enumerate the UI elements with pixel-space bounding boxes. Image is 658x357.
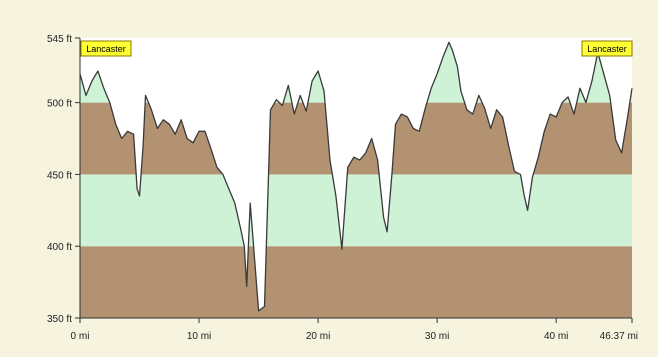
x-axis-ticks: 0 mi 10 mi 20 mi 30 mi 40 mi 46.37 mi bbox=[71, 318, 638, 342]
location-label: Lancaster bbox=[80, 40, 132, 57]
x-tick-label: 46.37 mi bbox=[600, 331, 638, 342]
y-tick-label: 450 ft bbox=[47, 170, 72, 181]
location-label: Lancaster bbox=[581, 40, 633, 57]
location-label-text: Lancaster bbox=[587, 44, 627, 54]
elevation-profile-line bbox=[79, 41, 633, 312]
elevation-band-green bbox=[80, 174, 632, 247]
y-axis-ticks: 350 ft 400 ft 450 ft 500 ft 545 ft bbox=[47, 34, 80, 325]
y-tick-label: 545 ft bbox=[47, 34, 72, 45]
y-tick-label: 400 ft bbox=[47, 242, 72, 253]
x-tick-label: 30 mi bbox=[425, 331, 449, 342]
location-label-box bbox=[80, 40, 132, 57]
location-labels: Lancaster Lancaster bbox=[80, 40, 633, 57]
x-tick-label: 40 mi bbox=[544, 331, 568, 342]
location-label-text: Lancaster bbox=[86, 44, 126, 54]
elevation-band-brown bbox=[80, 246, 632, 318]
x-tick-label: 10 mi bbox=[187, 331, 211, 342]
y-tick-label: 500 ft bbox=[47, 99, 72, 110]
x-tick-label: 20 mi bbox=[306, 331, 330, 342]
y-tick-label: 350 ft bbox=[47, 314, 72, 325]
x-tick-label: 0 mi bbox=[71, 331, 90, 342]
location-label-box bbox=[581, 40, 633, 57]
sky-area bbox=[80, 38, 632, 311]
